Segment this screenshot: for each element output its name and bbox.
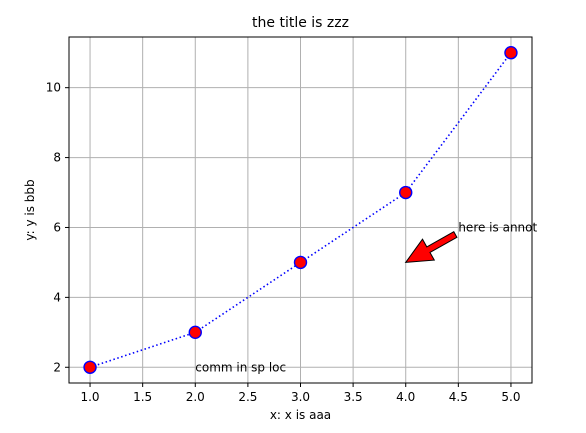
plot-area-frame <box>68 36 533 384</box>
annotation-arrow <box>404 231 458 263</box>
x-tick-label: 1.0 <box>80 390 99 404</box>
series-line <box>89 52 512 369</box>
y-axis-label: y: y is bbb <box>23 179 37 240</box>
x-tick-label: 2.0 <box>186 390 205 404</box>
data-point-marker <box>293 255 308 270</box>
data-point-marker <box>399 185 413 200</box>
annotations: here is annot comm in sp loc <box>195 220 537 374</box>
series-polyline <box>89 52 512 369</box>
data-markers <box>83 46 518 374</box>
grid <box>69 37 532 383</box>
y-tick-label: 2 <box>53 360 61 374</box>
annotation-text: comm in sp loc <box>195 360 286 374</box>
y-tick-label: 10 <box>46 81 61 95</box>
x-tick-label: 4.0 <box>396 390 415 404</box>
x-tick-label: 2.5 <box>238 390 257 404</box>
y-tick-label: 6 <box>53 220 61 234</box>
data-point-marker <box>504 46 518 60</box>
x-tick-label: 4.5 <box>449 390 468 404</box>
data-point-marker <box>188 325 202 340</box>
x-tick-label: 5.0 <box>501 390 520 404</box>
x-tick-label: 1.5 <box>133 390 152 404</box>
data-point-marker <box>83 360 97 374</box>
y-tick-label: 8 <box>53 151 61 165</box>
chart-title: the title is zzz <box>252 15 349 31</box>
x-axis-label: x: x is aaa <box>270 408 331 422</box>
x-tick-label: 3.0 <box>291 390 310 404</box>
ticks: 1.0 1.5 2.0 2.5 3.0 3.5 4.0 4.5 5.0 2 4 6 8 10 <box>46 81 521 404</box>
annotation-text: here is annot <box>458 220 537 234</box>
y-tick-label: 4 <box>53 290 61 304</box>
x-tick-label: 3.5 <box>344 390 363 404</box>
